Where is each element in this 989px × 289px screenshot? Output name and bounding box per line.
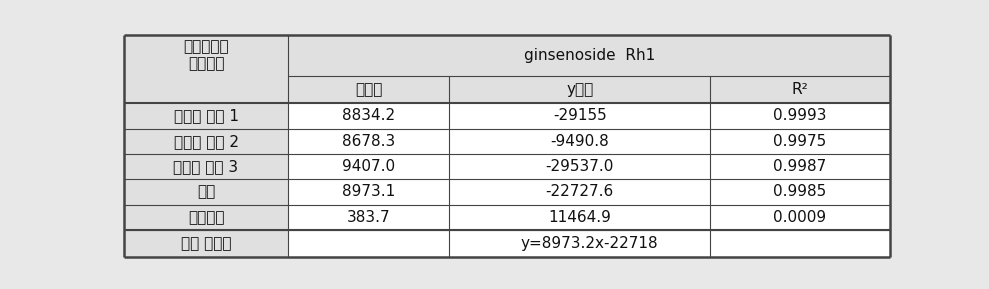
Bar xyxy=(710,179,890,205)
Text: 9407.0: 9407.0 xyxy=(342,159,396,174)
Bar xyxy=(449,129,710,154)
Bar xyxy=(124,103,289,129)
Text: -22727.6: -22727.6 xyxy=(546,184,614,199)
Bar xyxy=(449,103,710,129)
Text: ginsenoside  Rh1: ginsenoside Rh1 xyxy=(523,48,655,63)
Bar xyxy=(710,129,890,154)
Text: 0.9975: 0.9975 xyxy=(773,134,827,149)
Text: y절편: y절편 xyxy=(566,82,593,97)
Bar xyxy=(449,179,710,205)
Bar xyxy=(124,154,289,179)
Bar xyxy=(124,205,289,230)
Bar xyxy=(289,205,449,230)
Bar xyxy=(449,154,710,179)
Bar xyxy=(124,230,289,257)
Bar xyxy=(289,103,449,129)
Bar xyxy=(710,76,890,103)
Text: 0.9993: 0.9993 xyxy=(773,108,827,123)
Bar xyxy=(289,179,449,205)
Text: 직선성 시험 2: 직선성 시험 2 xyxy=(173,134,238,149)
Text: 8973.1: 8973.1 xyxy=(342,184,396,199)
Bar xyxy=(449,205,710,230)
Text: 0.0009: 0.0009 xyxy=(773,210,827,225)
Bar xyxy=(289,76,449,103)
Text: -29537.0: -29537.0 xyxy=(546,159,614,174)
Bar xyxy=(289,230,890,257)
Text: 383.7: 383.7 xyxy=(347,210,391,225)
Text: 기울기: 기울기 xyxy=(355,82,383,97)
Bar xyxy=(124,35,289,76)
Bar xyxy=(710,205,890,230)
Text: 직선성 시험 1: 직선성 시험 1 xyxy=(173,108,238,123)
Text: 0.9985: 0.9985 xyxy=(773,184,827,199)
Text: 표준편차: 표준편차 xyxy=(188,210,225,225)
Bar xyxy=(449,76,710,103)
Bar xyxy=(710,103,890,129)
Text: 11464.9: 11464.9 xyxy=(548,210,611,225)
Bar xyxy=(124,179,289,205)
Text: 직선성시험
종합결과: 직선성시험 종합결과 xyxy=(183,39,228,72)
Bar xyxy=(124,129,289,154)
Text: 평균: 평균 xyxy=(197,184,216,199)
Text: y=8973.2x-22718: y=8973.2x-22718 xyxy=(520,236,658,251)
Text: -9490.8: -9490.8 xyxy=(550,134,609,149)
Bar xyxy=(124,76,289,103)
Bar xyxy=(710,154,890,179)
Bar xyxy=(289,129,449,154)
Bar xyxy=(289,154,449,179)
Text: 종합 검량선: 종합 검량선 xyxy=(181,236,231,251)
Text: 8834.2: 8834.2 xyxy=(342,108,396,123)
Text: -29155: -29155 xyxy=(553,108,606,123)
Text: 0.9987: 0.9987 xyxy=(773,159,827,174)
Text: R²: R² xyxy=(791,82,808,97)
Bar xyxy=(289,35,890,76)
Text: 직선성 시험 3: 직선성 시험 3 xyxy=(173,159,238,174)
Text: 8678.3: 8678.3 xyxy=(342,134,396,149)
